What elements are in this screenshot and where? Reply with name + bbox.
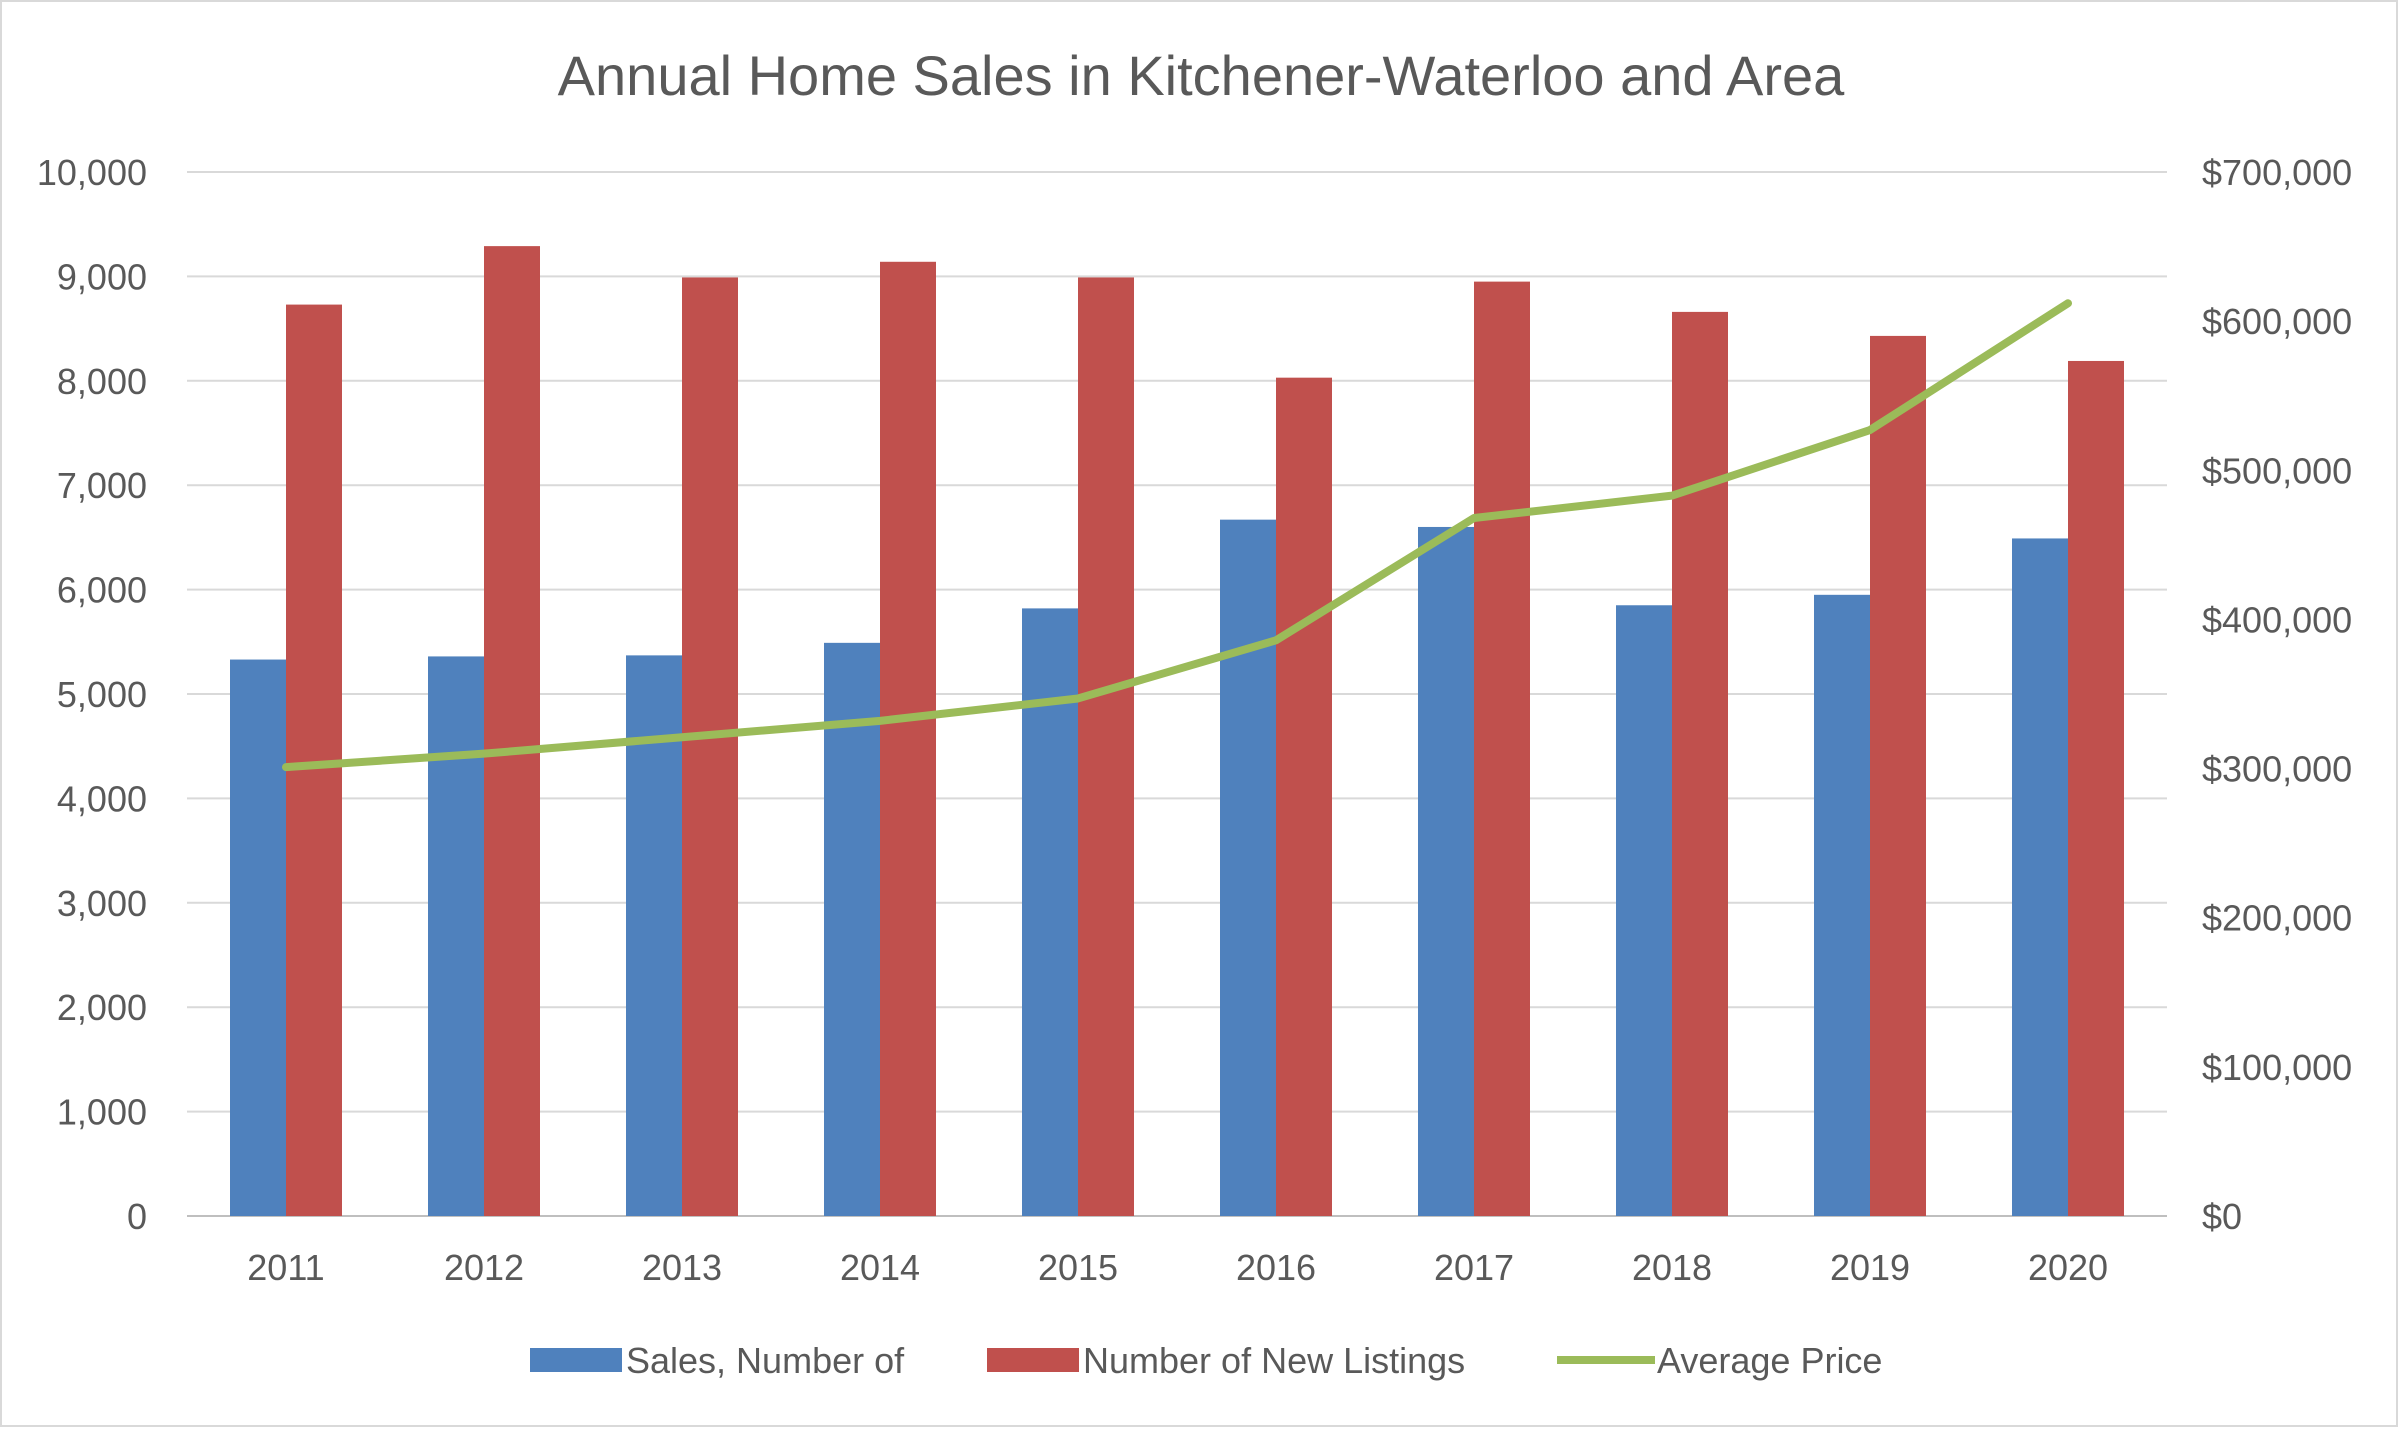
right-tick-label: $100,000 xyxy=(2202,1047,2352,1088)
left-tick-label: 9,000 xyxy=(57,256,147,297)
listings-bar-2014 xyxy=(880,261,936,1216)
sales-bar-2016 xyxy=(1220,519,1276,1216)
sales-bar-2017 xyxy=(1418,526,1474,1216)
left-tick-label: 1,000 xyxy=(57,1092,147,1133)
sales-bar-2019 xyxy=(1814,594,1870,1216)
left-tick-label: 6,000 xyxy=(57,570,147,611)
legend-swatch xyxy=(987,1348,1079,1372)
x-tick-label: 2013 xyxy=(642,1247,722,1288)
right-tick-label: $0 xyxy=(2202,1196,2242,1237)
sales-bar-2018 xyxy=(1616,605,1672,1216)
right-tick-label: $400,000 xyxy=(2202,599,2352,640)
x-tick-label: 2019 xyxy=(1830,1247,1910,1288)
sales-bar-2012 xyxy=(428,656,484,1216)
listings-bar-2019 xyxy=(1870,335,1926,1217)
listings-bar-2016 xyxy=(1276,377,1332,1217)
legend-label: Average Price xyxy=(1657,1340,1882,1381)
x-tick-label: 2017 xyxy=(1434,1247,1514,1288)
listings-bar-2015 xyxy=(1078,277,1134,1217)
chart-title: Annual Home Sales in Kitchener-Waterloo … xyxy=(558,44,1845,107)
left-tick-label: 0 xyxy=(127,1196,147,1237)
legend-label: Number of New Listings xyxy=(1083,1340,1465,1381)
right-tick-label: $500,000 xyxy=(2202,450,2352,491)
right-tick-label: $600,000 xyxy=(2202,301,2352,342)
bars xyxy=(230,246,2124,1217)
x-tick-label: 2018 xyxy=(1632,1247,1712,1288)
sales-bar-2015 xyxy=(1022,608,1078,1216)
left-tick-label: 3,000 xyxy=(57,883,147,924)
price-line xyxy=(282,299,2072,772)
listings-bar-2020 xyxy=(2068,360,2124,1216)
left-axis-ticks: 0 1,000 2,000 3,000 4,000 5,000 6,000 7,000 8,00… xyxy=(37,152,147,1237)
listings-bar-2012 xyxy=(484,246,540,1216)
right-tick-label: $200,000 xyxy=(2202,898,2352,939)
listings-bar-2017 xyxy=(1474,281,1530,1216)
legend: Sales, Number of Number of New Listings Av… xyxy=(530,1340,1882,1381)
left-tick-label: 8,000 xyxy=(57,361,147,402)
sales-bar-2013 xyxy=(626,655,682,1216)
x-tick-label: 2016 xyxy=(1236,1247,1316,1288)
left-tick-label: 5,000 xyxy=(57,674,147,715)
sales-bar-2011 xyxy=(230,659,286,1216)
legend-label: Sales, Number of xyxy=(626,1340,905,1381)
right-tick-label: $700,000 xyxy=(2202,152,2352,193)
left-tick-label: 7,000 xyxy=(57,465,147,506)
left-tick-label: 4,000 xyxy=(57,778,147,819)
x-tick-label: 2020 xyxy=(2028,1247,2108,1288)
x-tick-label: 2012 xyxy=(444,1247,524,1288)
right-axis-ticks: $0 $100,000 $200,000 $300,000 $400,000 $500,0… xyxy=(2202,152,2352,1237)
legend-swatch xyxy=(530,1348,622,1372)
left-tick-label: 2,000 xyxy=(57,987,147,1028)
x-tick-label: 2015 xyxy=(1038,1247,1118,1288)
average-price-line xyxy=(282,299,2072,772)
x-tick-label: 2011 xyxy=(247,1247,324,1288)
listings-bar-2013 xyxy=(682,277,738,1217)
listings-bar-2018 xyxy=(1672,311,1728,1216)
sales-bar-2014 xyxy=(824,642,880,1216)
x-tick-label: 2014 xyxy=(840,1247,920,1288)
sales-bar-2020 xyxy=(2012,538,2068,1216)
left-tick-label: 10,000 xyxy=(37,152,147,193)
x-axis-ticks: 2011 2012 2013 2014 2015 2016 2017 2018 2019 2020 xyxy=(247,1247,2108,1288)
right-tick-label: $300,000 xyxy=(2202,749,2352,790)
